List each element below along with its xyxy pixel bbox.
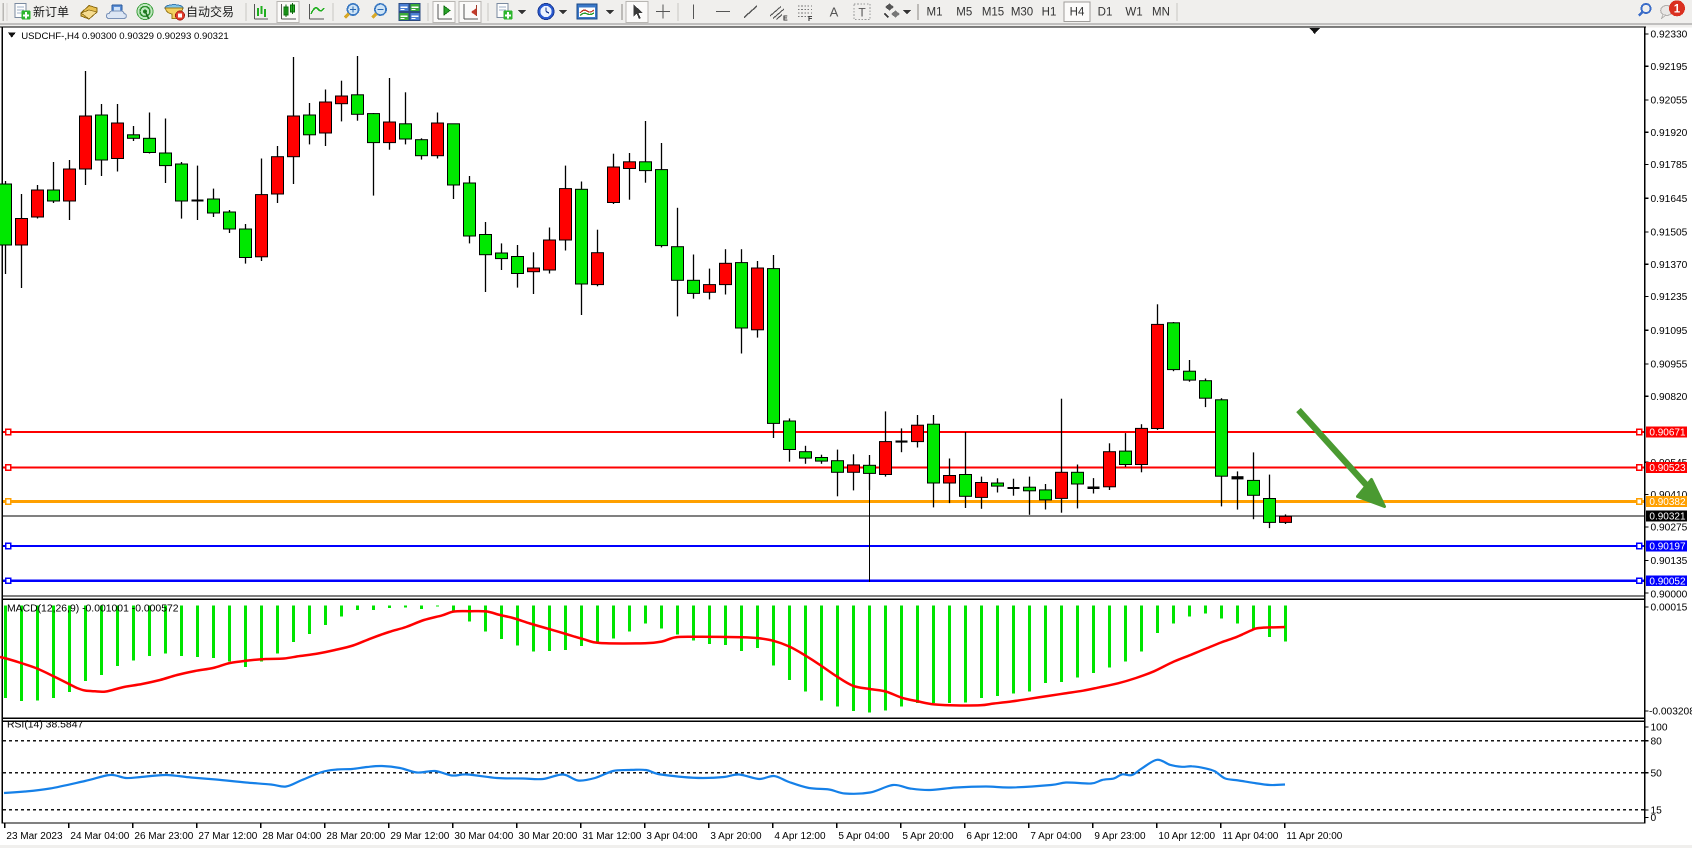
svg-text:0.90523: 0.90523 bbox=[1649, 463, 1686, 474]
svg-text:15: 15 bbox=[1651, 805, 1663, 816]
svg-text:0.90052: 0.90052 bbox=[1649, 577, 1686, 588]
svg-text:M30: M30 bbox=[1011, 7, 1033, 19]
svg-text:0.92055: 0.92055 bbox=[1651, 95, 1688, 106]
svg-text:0.91920: 0.91920 bbox=[1651, 128, 1688, 139]
svg-text:0.90000: 0.90000 bbox=[1651, 590, 1688, 601]
svg-text:0.90197: 0.90197 bbox=[1649, 542, 1686, 553]
svg-text:M15: M15 bbox=[982, 7, 1004, 19]
svg-text:30 Mar 04:00: 30 Mar 04:00 bbox=[454, 831, 513, 842]
svg-text:0.91235: 0.91235 bbox=[1651, 292, 1688, 303]
svg-text:29 Mar 12:00: 29 Mar 12:00 bbox=[390, 831, 449, 842]
svg-text:RSI(14) 38.5847: RSI(14) 38.5847 bbox=[7, 720, 83, 731]
svg-text:11 Apr 20:00: 11 Apr 20:00 bbox=[1286, 831, 1342, 842]
svg-text:4 Apr 12:00: 4 Apr 12:00 bbox=[774, 831, 826, 842]
svg-text:0.00015: 0.00015 bbox=[1651, 602, 1688, 613]
svg-text:W1: W1 bbox=[1125, 7, 1142, 19]
svg-text:50: 50 bbox=[1651, 768, 1663, 779]
svg-text:0.90321: 0.90321 bbox=[1649, 512, 1686, 523]
svg-text:0.90671: 0.90671 bbox=[1649, 428, 1686, 439]
svg-text:6 Apr 12:00: 6 Apr 12:00 bbox=[966, 831, 1018, 842]
svg-text:7 Apr 04:00: 7 Apr 04:00 bbox=[1030, 831, 1082, 842]
svg-text:24 Mar 04:00: 24 Mar 04:00 bbox=[70, 831, 129, 842]
svg-text:H1: H1 bbox=[1042, 7, 1057, 19]
svg-text:MACD(12,26,9) -0.001001 -0.000: MACD(12,26,9) -0.001001 -0.000572 bbox=[7, 604, 179, 615]
svg-text:0.92195: 0.92195 bbox=[1651, 62, 1688, 73]
svg-text:T: T bbox=[858, 6, 866, 20]
svg-text:31 Mar 12:00: 31 Mar 12:00 bbox=[582, 831, 641, 842]
svg-text:100: 100 bbox=[1651, 723, 1668, 734]
svg-text:E: E bbox=[783, 16, 788, 23]
svg-text:3 Apr 04:00: 3 Apr 04:00 bbox=[646, 831, 698, 842]
svg-text:0.91645: 0.91645 bbox=[1651, 194, 1688, 205]
svg-text:0: 0 bbox=[1651, 813, 1657, 824]
svg-text:0.90955: 0.90955 bbox=[1651, 359, 1688, 370]
svg-text:5 Apr 04:00: 5 Apr 04:00 bbox=[838, 831, 890, 842]
svg-text:新订单: 新订单 bbox=[33, 4, 69, 19]
svg-text:28 Mar 04:00: 28 Mar 04:00 bbox=[262, 831, 321, 842]
svg-text:10 Apr 12:00: 10 Apr 12:00 bbox=[1158, 831, 1215, 842]
svg-text:26 Mar 23:00: 26 Mar 23:00 bbox=[134, 831, 193, 842]
svg-text:30 Mar 20:00: 30 Mar 20:00 bbox=[518, 831, 577, 842]
svg-text:0.90410: 0.90410 bbox=[1651, 490, 1688, 501]
svg-text:MN: MN bbox=[1152, 7, 1170, 19]
svg-text:0.90275: 0.90275 bbox=[1651, 523, 1688, 534]
svg-text:M1: M1 bbox=[927, 7, 943, 19]
svg-text:9 Apr 23:00: 9 Apr 23:00 bbox=[1094, 831, 1146, 842]
svg-text:5 Apr 20:00: 5 Apr 20:00 bbox=[902, 831, 954, 842]
svg-text:0.90820: 0.90820 bbox=[1651, 392, 1688, 403]
svg-text:A: A bbox=[830, 5, 839, 20]
svg-text:0.92330: 0.92330 bbox=[1651, 29, 1688, 40]
svg-text:F: F bbox=[808, 16, 813, 23]
svg-text:0.91785: 0.91785 bbox=[1651, 160, 1688, 171]
svg-text:USDCHF-,H4 0.90300 0.90329 0.: USDCHF-,H4 0.90300 0.90329 0.90293 0.903… bbox=[21, 31, 228, 42]
svg-text:27 Mar 12:00: 27 Mar 12:00 bbox=[198, 831, 257, 842]
svg-text:0.91370: 0.91370 bbox=[1651, 260, 1688, 271]
svg-text:M5: M5 bbox=[956, 7, 972, 19]
svg-text:自动交易: 自动交易 bbox=[186, 4, 234, 19]
svg-text:H4: H4 bbox=[1070, 7, 1085, 19]
svg-text:D1: D1 bbox=[1098, 7, 1113, 19]
svg-text:23 Mar 2023: 23 Mar 2023 bbox=[6, 831, 63, 842]
svg-text:80: 80 bbox=[1651, 736, 1663, 747]
svg-text:0.90135: 0.90135 bbox=[1651, 556, 1688, 567]
svg-text:11 Apr 04:00: 11 Apr 04:00 bbox=[1222, 831, 1278, 842]
svg-text:28 Mar 20:00: 28 Mar 20:00 bbox=[326, 831, 385, 842]
svg-text:0.90382: 0.90382 bbox=[1649, 497, 1686, 508]
svg-text:1: 1 bbox=[1674, 3, 1681, 15]
svg-text:3 Apr 20:00: 3 Apr 20:00 bbox=[710, 831, 762, 842]
svg-text:-0.003208: -0.003208 bbox=[1649, 707, 1692, 718]
svg-text:0.91505: 0.91505 bbox=[1651, 227, 1688, 238]
svg-text:0.91095: 0.91095 bbox=[1651, 326, 1688, 337]
